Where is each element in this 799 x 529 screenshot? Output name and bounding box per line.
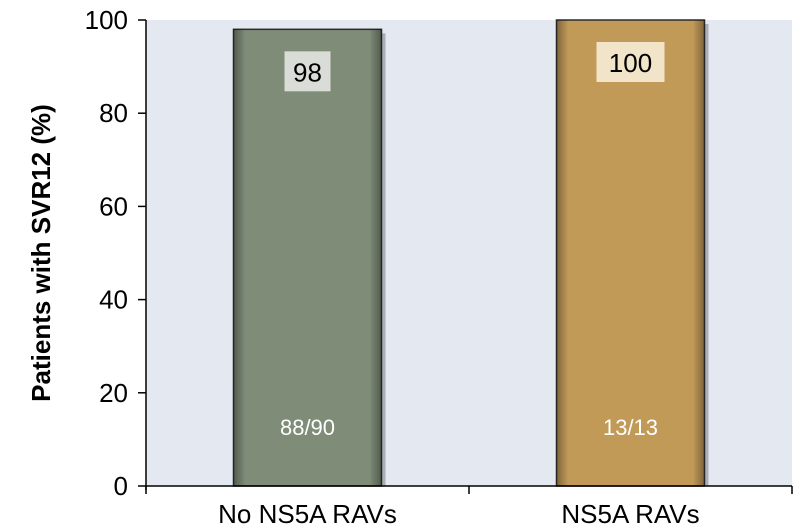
value-label-box (284, 51, 331, 92)
y-axis-label: Patients with SVR12 (%) (26, 104, 56, 402)
bar-shading (556, 20, 705, 486)
y-tick-label: 100 (85, 5, 128, 35)
y-tick-label: 0 (114, 471, 128, 501)
bars-group: 98 88/90 100 13/13 (232, 19, 709, 487)
y-ticks-group: 0 20 40 60 80 100 (85, 5, 146, 501)
value-label: 98 (293, 57, 322, 87)
value-label: 100 (609, 48, 652, 78)
x-category-label: NS5A RAVs (561, 499, 699, 529)
bar-shading (233, 29, 382, 486)
x-category-label: No NS5A RAVs (218, 499, 397, 529)
bar-annotation: 13/13 (603, 415, 658, 440)
y-tick-label: 80 (99, 98, 128, 128)
y-tick-label: 40 (99, 285, 128, 315)
y-tick-label: 60 (99, 191, 128, 221)
x-ticks-group: No NS5A RAVs NS5A RAVs (145, 486, 793, 529)
y-tick-label: 20 (99, 378, 128, 408)
bar-annotation: 88/90 (280, 415, 335, 440)
value-label-box (596, 42, 665, 82)
